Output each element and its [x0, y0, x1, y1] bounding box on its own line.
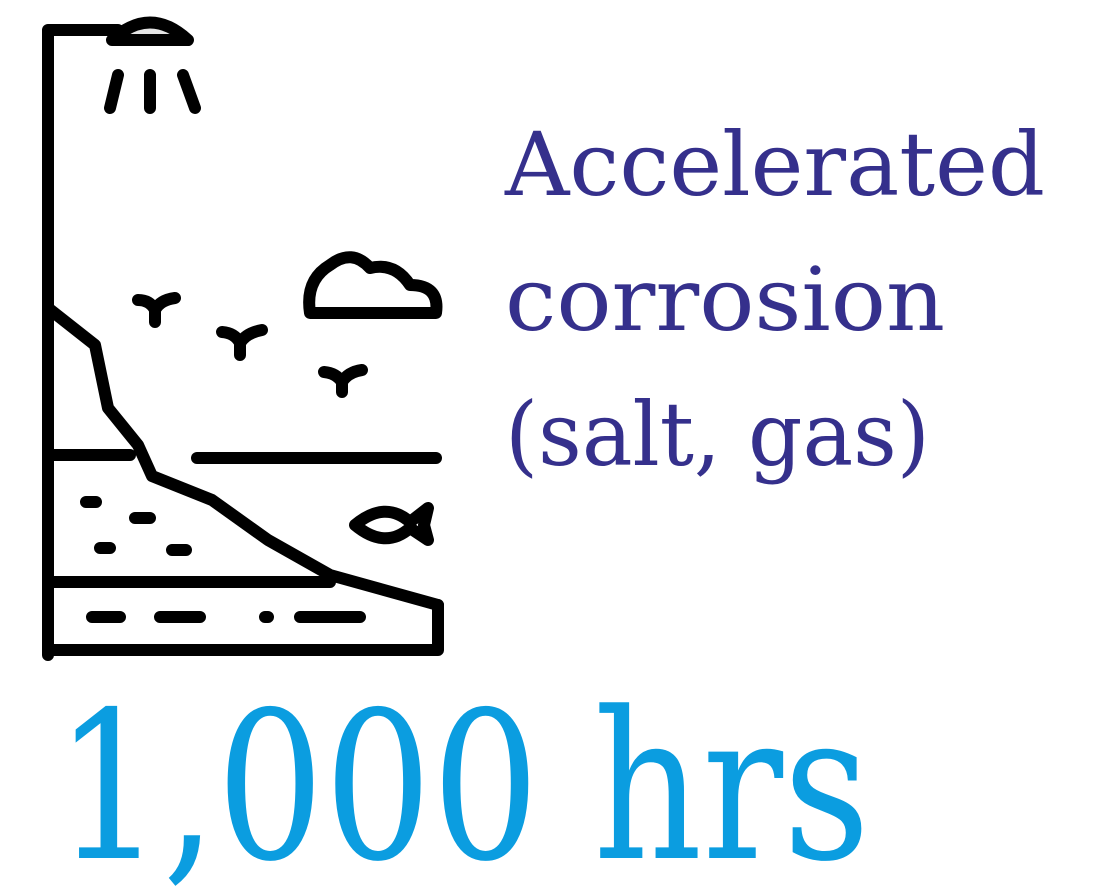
label-line: corrosion: [505, 248, 945, 351]
page: Accelerated corrosion (salt, gas) 1,000 …: [0, 0, 1106, 888]
coast-icon: [48, 23, 438, 656]
infographic: Accelerated corrosion (salt, gas) 1,000 …: [0, 0, 1106, 888]
stat-value: 1,000 hrs: [55, 669, 870, 888]
label-line: Accelerated: [504, 113, 1045, 216]
label-line: (salt, gas): [505, 383, 930, 486]
